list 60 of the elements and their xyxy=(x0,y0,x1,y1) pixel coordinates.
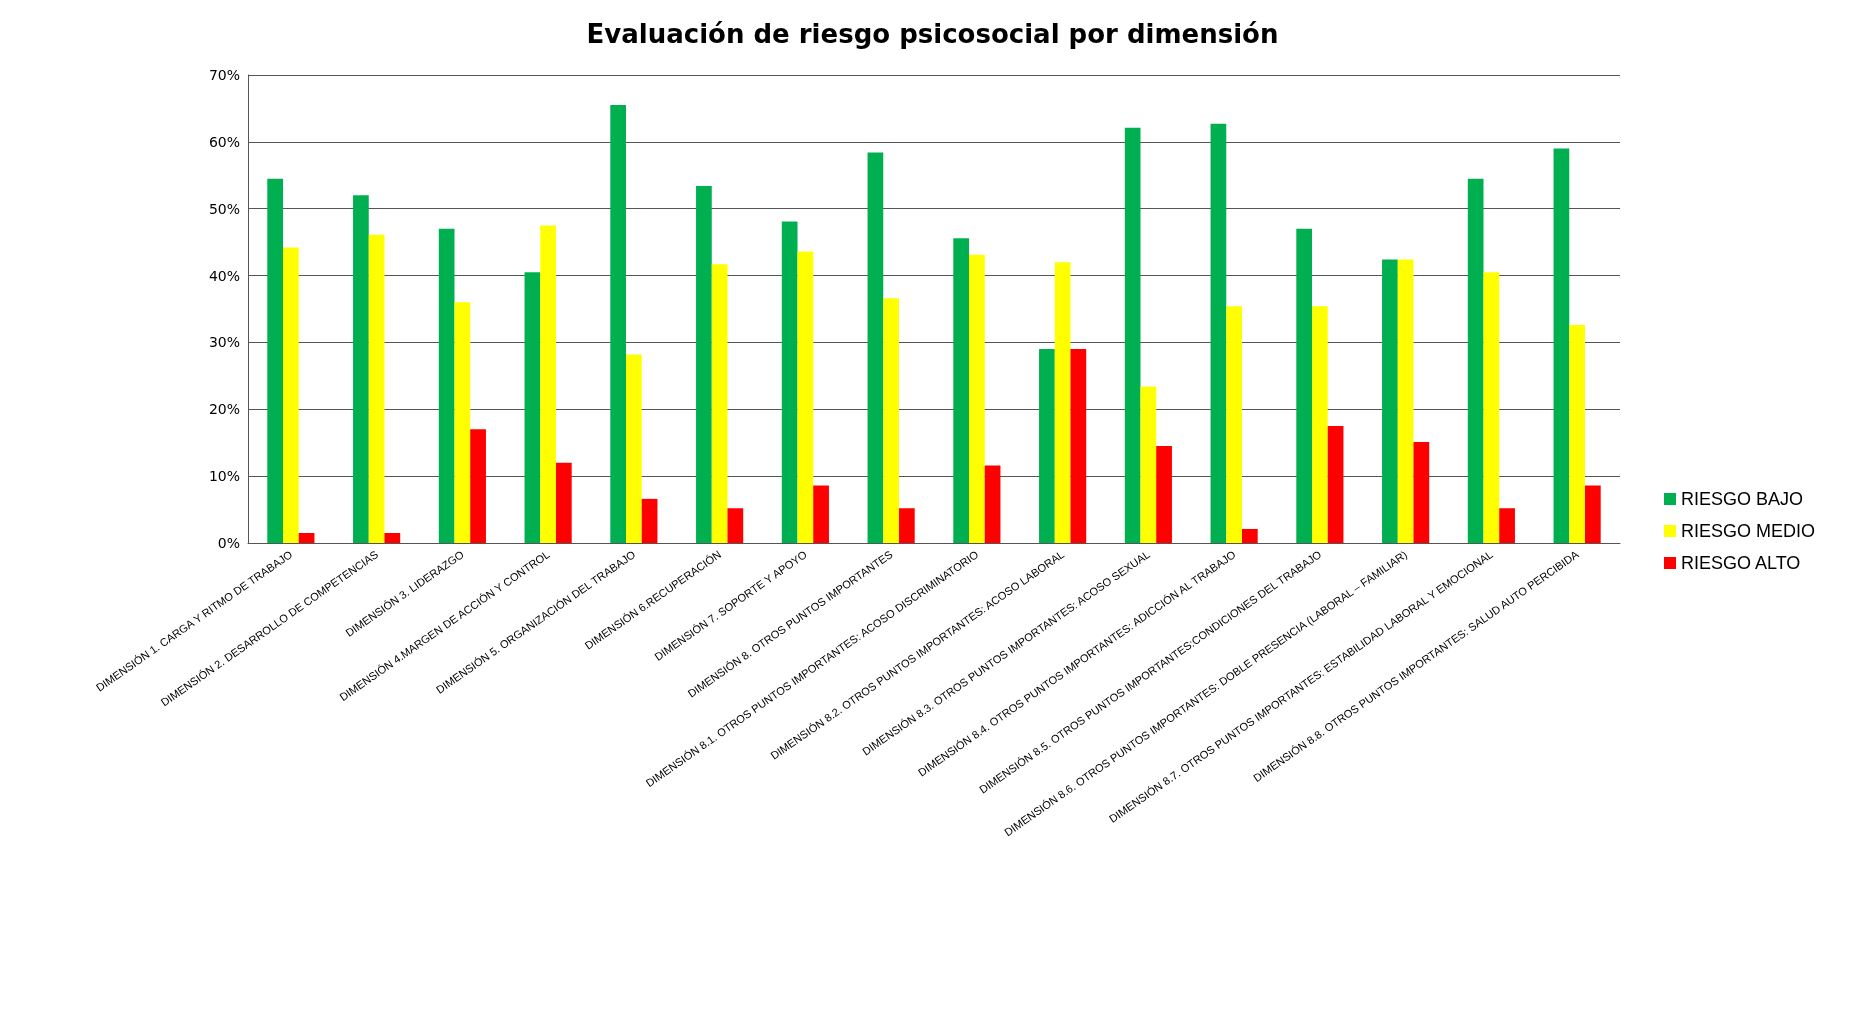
bar xyxy=(353,195,369,543)
bar xyxy=(1327,426,1344,543)
bar xyxy=(867,152,884,543)
bar xyxy=(610,105,627,543)
bar xyxy=(953,238,970,543)
bar xyxy=(813,485,829,543)
bar xyxy=(1070,349,1087,543)
bar xyxy=(727,508,744,543)
y-tick-label: 30% xyxy=(208,334,240,351)
bar xyxy=(555,462,572,543)
legend-label: RIESGO BAJO xyxy=(1680,489,1804,509)
chart-title: Evaluación de riesgo psicosocial por dimensión xyxy=(586,19,1279,49)
bar xyxy=(781,221,798,543)
bar xyxy=(1156,446,1172,543)
bar xyxy=(1226,306,1242,543)
y-tick-label: 60% xyxy=(208,133,240,150)
bar xyxy=(298,532,315,543)
bar xyxy=(1569,325,1585,543)
bar xyxy=(898,508,915,543)
bar xyxy=(641,498,658,543)
bar xyxy=(1140,386,1157,543)
y-tick-label: 40% xyxy=(208,267,240,284)
y-tick-label: 70% xyxy=(208,67,240,83)
bar xyxy=(1054,262,1071,543)
bar xyxy=(1483,272,1500,543)
y-tick-label: 50% xyxy=(208,200,240,217)
bar xyxy=(1467,178,1484,543)
bar xyxy=(1241,528,1258,543)
bar xyxy=(540,225,556,543)
y-tick-label: 10% xyxy=(208,468,240,485)
bar xyxy=(969,254,985,543)
bar xyxy=(1413,442,1430,543)
bar xyxy=(524,272,541,543)
bar xyxy=(1124,127,1141,543)
bar xyxy=(470,429,486,543)
bar xyxy=(438,228,455,543)
bar xyxy=(711,264,728,543)
bar xyxy=(696,185,712,543)
bar xyxy=(1039,349,1055,543)
bar xyxy=(267,178,284,543)
bar xyxy=(283,247,299,543)
bar xyxy=(454,302,471,543)
bar xyxy=(384,532,401,543)
bar xyxy=(1584,485,1601,543)
bar xyxy=(1296,228,1313,543)
bar xyxy=(797,251,814,543)
y-tick-label: 0% xyxy=(217,535,240,551)
bar xyxy=(883,298,899,543)
bar xyxy=(1397,259,1414,543)
legend-label: RIESGO ALTO xyxy=(1680,553,1801,573)
bar xyxy=(626,354,642,543)
bar xyxy=(1382,259,1398,543)
bar xyxy=(1210,123,1227,543)
bar xyxy=(1312,306,1328,543)
bar xyxy=(984,465,1001,543)
y-tick-label: 20% xyxy=(208,401,240,418)
legend-label: RIESGO MEDIO xyxy=(1680,521,1815,541)
bar xyxy=(368,234,385,543)
bar xyxy=(1499,508,1515,543)
bar xyxy=(1553,148,1570,543)
